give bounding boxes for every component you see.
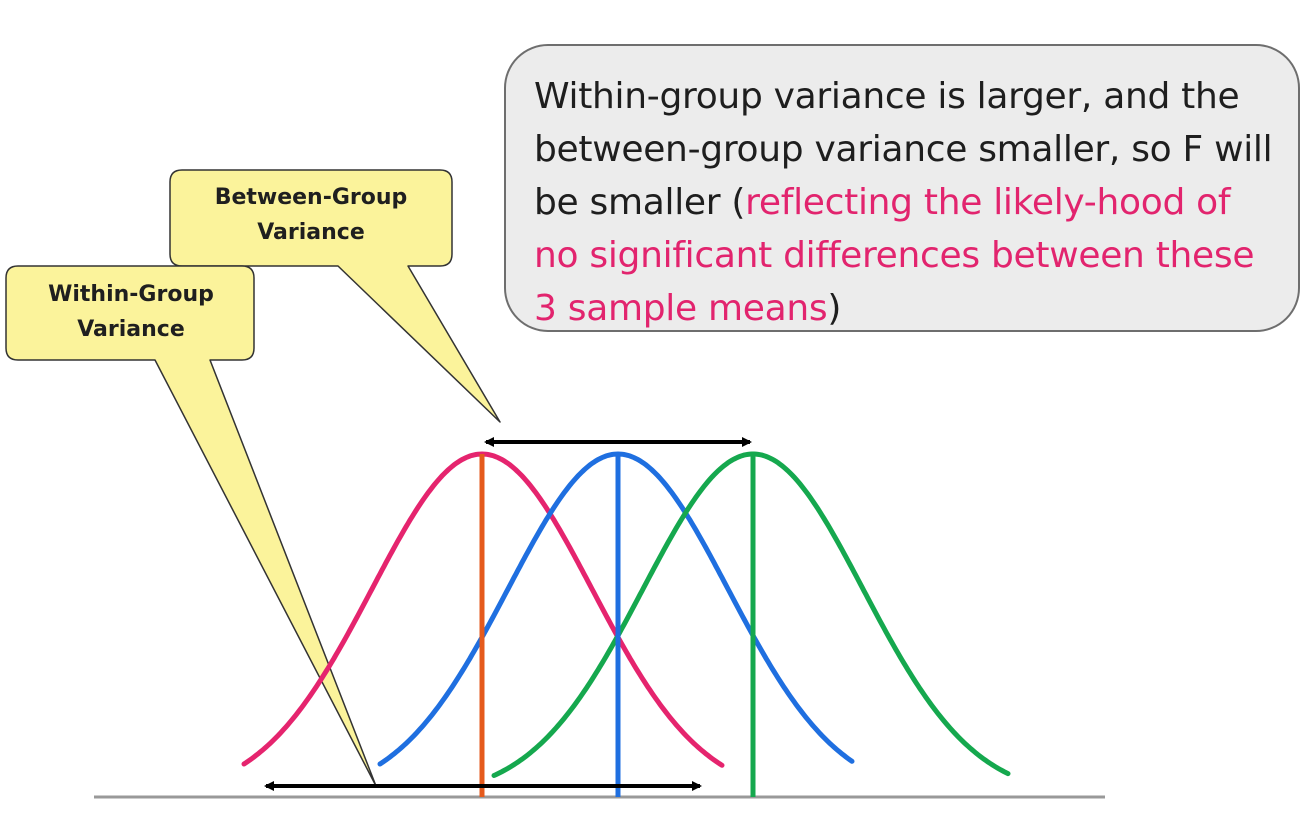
between-group-label-line1: Between-Group bbox=[214, 185, 408, 210]
explanation-line-3-highlight: reflecting the likely-hood of bbox=[745, 182, 1231, 223]
between-group-label-line2: Variance bbox=[257, 220, 365, 245]
explanation-line-5-suffix: ) bbox=[827, 288, 842, 329]
within-group-label: Within-Group Variance bbox=[8, 277, 254, 347]
within-group-callout-shape bbox=[5, 265, 377, 787]
within-group-label-line2: Variance bbox=[77, 317, 185, 342]
between-group-label: Between-Group Variance bbox=[168, 180, 454, 250]
within-group-label-line1: Within-Group bbox=[48, 282, 214, 307]
explanation-line-5: 3 sample means) bbox=[534, 282, 1284, 335]
explanation-line-3-prefix: be smaller ( bbox=[534, 182, 746, 223]
explanation-box: Within-group variance is larger, and the… bbox=[504, 44, 1300, 332]
explanation-line-3: be smaller (reflecting the likely-hood o… bbox=[534, 176, 1284, 229]
explanation-line-2: between-group variance smaller, so F wil… bbox=[534, 129, 1273, 170]
between-group-callout-shape bbox=[169, 169, 501, 423]
explanation-line-1: Within-group variance is larger, and the bbox=[534, 76, 1240, 117]
explanation-line-5-highlight: 3 sample means bbox=[534, 288, 828, 329]
explanation-line-4: no significant differences between these bbox=[534, 235, 1255, 276]
